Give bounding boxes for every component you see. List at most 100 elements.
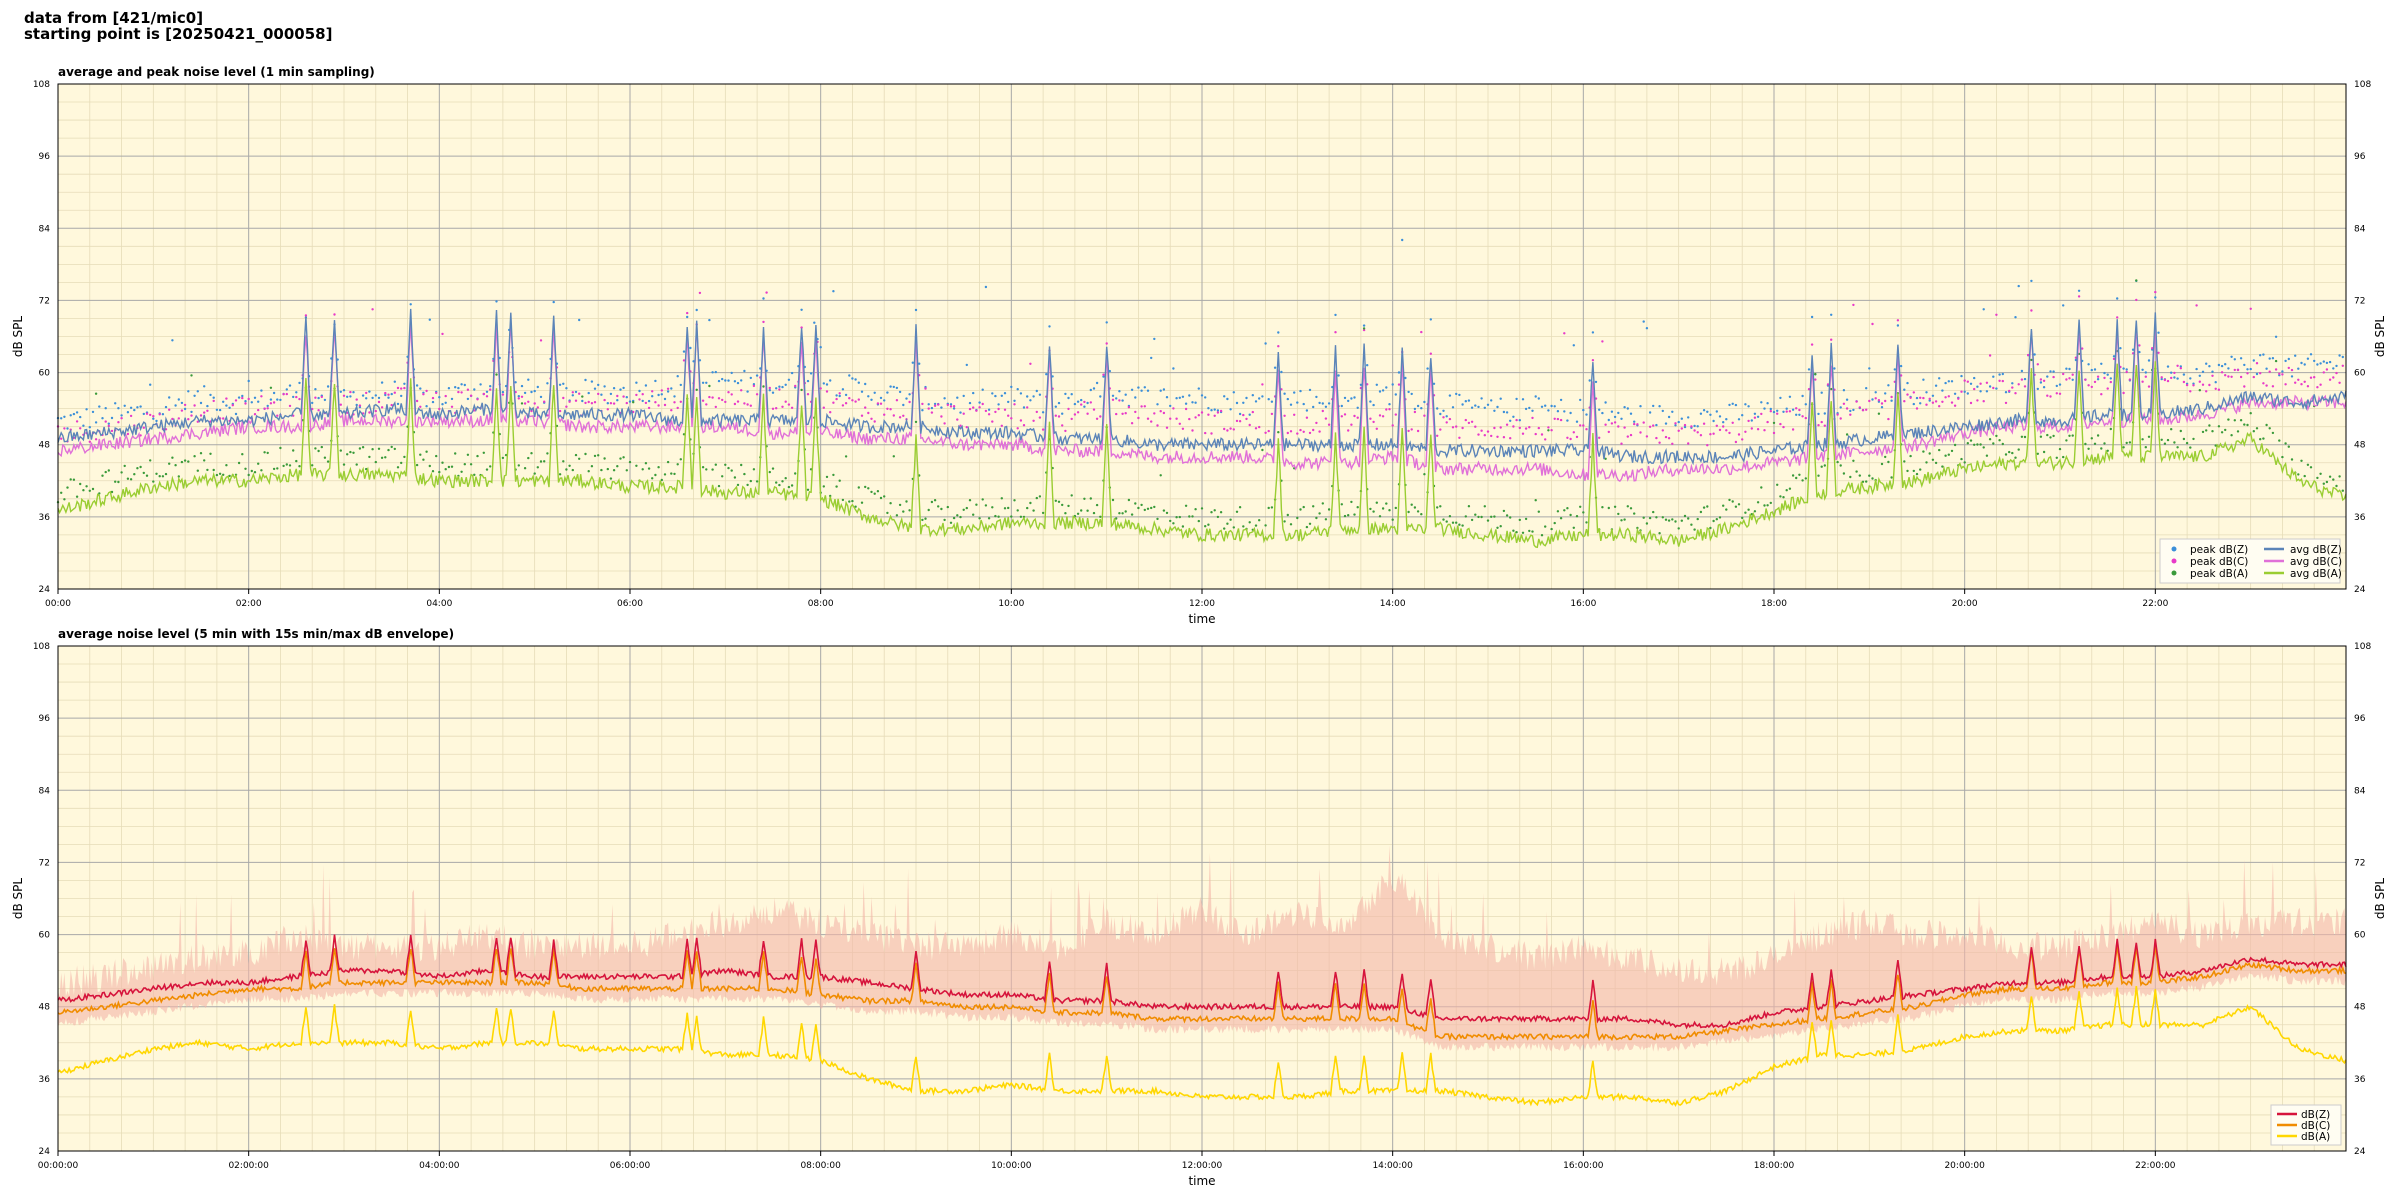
peak-point bbox=[1451, 406, 1455, 409]
peak-point bbox=[2271, 385, 2275, 388]
peak-point bbox=[476, 398, 479, 401]
peak-point bbox=[1210, 511, 1213, 514]
peak-point bbox=[1267, 398, 1270, 401]
peak-point bbox=[2322, 482, 2325, 485]
peak-point bbox=[1083, 405, 1086, 408]
peak-point bbox=[1731, 421, 1734, 424]
peak-point bbox=[784, 477, 787, 480]
peak-point bbox=[755, 480, 759, 483]
peak-point bbox=[241, 396, 244, 400]
peak-point bbox=[139, 465, 142, 469]
peak-point bbox=[1178, 515, 1182, 519]
peak-point bbox=[438, 407, 441, 411]
peak-point bbox=[536, 406, 539, 409]
peak-point bbox=[2042, 386, 2046, 389]
peak-point bbox=[400, 461, 403, 465]
peak-point bbox=[1194, 401, 1197, 404]
peak-point bbox=[1404, 376, 1407, 380]
peak-point bbox=[190, 410, 193, 414]
peak-point bbox=[85, 408, 88, 411]
peak-point bbox=[374, 460, 377, 464]
peak-point bbox=[1375, 501, 1379, 504]
peak-point bbox=[1782, 425, 1785, 429]
peak-point bbox=[1893, 368, 1897, 371]
peak-point bbox=[962, 394, 965, 398]
peak-point bbox=[1350, 500, 1353, 504]
peak-point bbox=[1979, 382, 1982, 385]
peak-point bbox=[1604, 457, 1607, 460]
peak-point bbox=[339, 390, 342, 393]
peak-point bbox=[651, 477, 654, 480]
peak-point bbox=[2138, 350, 2141, 354]
peak-point bbox=[1375, 427, 1379, 430]
peak-point bbox=[431, 400, 435, 404]
peak-point bbox=[2096, 378, 2100, 381]
peak-point bbox=[962, 508, 965, 511]
peak-point bbox=[1725, 429, 1728, 432]
peak-point bbox=[1118, 390, 1121, 393]
peak-point bbox=[1521, 432, 1525, 435]
peak-point bbox=[133, 473, 136, 476]
peak-point bbox=[2144, 375, 2147, 378]
peak-point bbox=[1566, 419, 1569, 422]
peak-point bbox=[460, 383, 463, 386]
peak-point bbox=[1394, 413, 1398, 416]
peak-point bbox=[1753, 510, 1757, 513]
peak-point bbox=[1010, 385, 1013, 389]
peak-point bbox=[2119, 347, 2122, 350]
peak-point bbox=[2224, 363, 2227, 366]
peak-point bbox=[851, 499, 854, 503]
peak-point bbox=[2195, 304, 2198, 307]
peak-point bbox=[2112, 355, 2116, 358]
peak-point bbox=[2306, 463, 2310, 466]
peak-point bbox=[2090, 368, 2093, 372]
peak-point bbox=[454, 386, 457, 389]
peak-point bbox=[1327, 508, 1331, 511]
peak-point bbox=[1099, 415, 1102, 418]
peak-point bbox=[2252, 430, 2255, 433]
peak-point bbox=[813, 321, 816, 324]
peak-point bbox=[584, 452, 587, 456]
peak-point bbox=[660, 389, 663, 392]
peak-point bbox=[1613, 421, 1617, 424]
peak-point bbox=[1871, 398, 1874, 401]
peak-point bbox=[1289, 430, 1293, 433]
peak-point bbox=[854, 400, 857, 403]
peak-point bbox=[1667, 437, 1671, 440]
peak-point bbox=[1620, 442, 1623, 445]
peak-point bbox=[994, 514, 997, 518]
peak-point bbox=[1289, 403, 1293, 406]
peak-point bbox=[1648, 516, 1652, 520]
peak-point bbox=[1483, 406, 1487, 409]
peak-point bbox=[997, 407, 1000, 411]
peak-point bbox=[666, 387, 670, 390]
peak-point bbox=[339, 449, 342, 452]
peak-point bbox=[867, 487, 870, 490]
peak-point bbox=[1124, 412, 1127, 415]
peak-point bbox=[2246, 372, 2249, 375]
peak-point bbox=[1550, 527, 1553, 531]
peak-point bbox=[1617, 425, 1620, 428]
peak-point bbox=[98, 405, 101, 408]
peak-point bbox=[616, 465, 619, 468]
peak-point bbox=[1394, 393, 1398, 396]
peak-point bbox=[978, 401, 981, 404]
peak-point bbox=[670, 472, 673, 475]
peak-point bbox=[578, 392, 581, 395]
peak-point bbox=[933, 404, 937, 407]
x-tick-label: 20:00 bbox=[1952, 599, 1978, 609]
y-tick-label-right: 84 bbox=[2354, 786, 2366, 796]
peak-point bbox=[136, 467, 139, 470]
peak-point bbox=[908, 509, 911, 512]
peak-point bbox=[705, 468, 708, 471]
peak-point bbox=[1871, 322, 1874, 326]
peak-point bbox=[968, 407, 972, 411]
peak-point bbox=[187, 418, 190, 421]
peak-point bbox=[692, 360, 695, 363]
peak-point bbox=[304, 314, 308, 317]
peak-point bbox=[1934, 461, 1938, 465]
peak-point bbox=[393, 380, 396, 383]
peak-point bbox=[2201, 370, 2205, 373]
peak-point bbox=[2138, 344, 2141, 347]
peak-point bbox=[1766, 504, 1769, 507]
